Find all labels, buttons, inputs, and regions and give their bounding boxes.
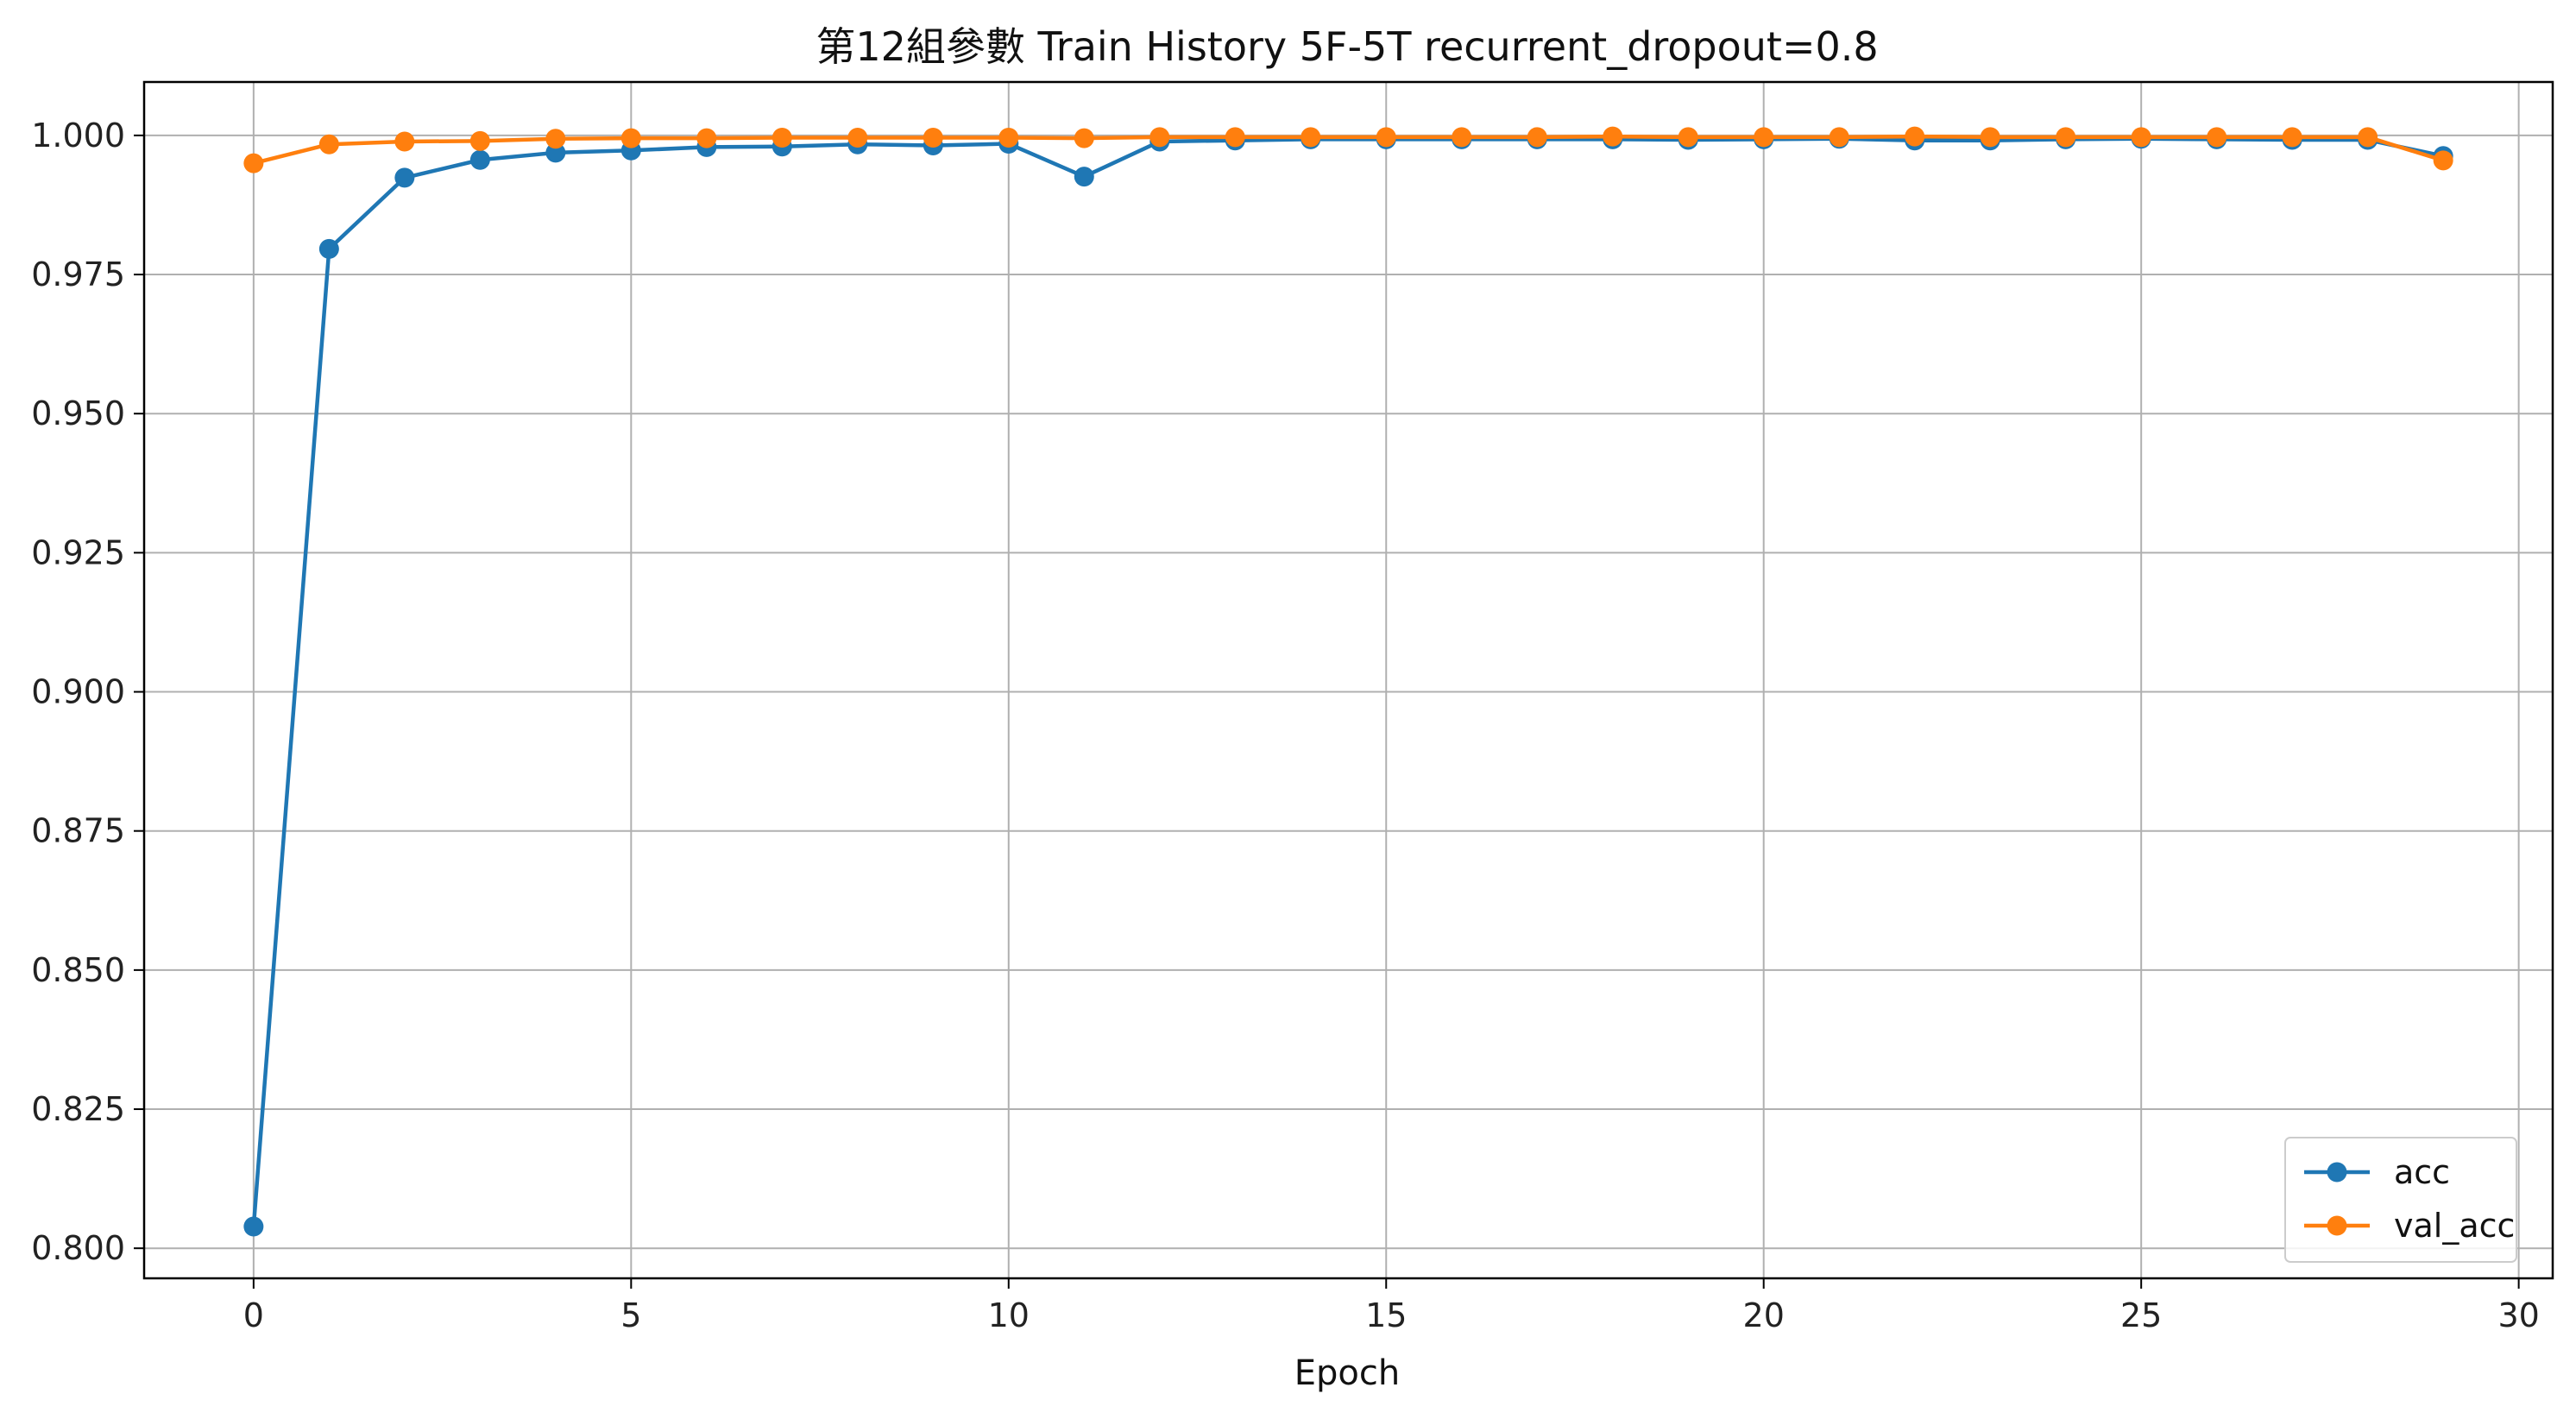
data-point-val_acc xyxy=(2131,127,2151,148)
data-point-val_acc xyxy=(2433,150,2453,171)
data-point-val_acc xyxy=(923,127,943,148)
data-point-val_acc xyxy=(1754,127,1774,148)
y-tick-label: 0.825 xyxy=(31,1090,125,1128)
y-tick-label: 0.850 xyxy=(31,951,125,989)
data-point-val_acc xyxy=(772,127,792,148)
data-point-val_acc xyxy=(1376,127,1396,148)
x-tick-label: 5 xyxy=(620,1296,641,1334)
y-tick-label: 1.000 xyxy=(31,117,125,155)
data-point-val_acc xyxy=(243,153,264,173)
data-point-val_acc xyxy=(1301,127,1321,148)
data-point-val_acc xyxy=(1829,127,1849,148)
legend-label-acc: acc xyxy=(2394,1153,2450,1191)
data-point-val_acc xyxy=(318,134,339,155)
chart-title: 第12組參數 Train History 5F-5T recurrent_dro… xyxy=(816,23,1878,70)
data-point-val_acc xyxy=(1980,127,2000,148)
data-point-val_acc xyxy=(2282,127,2302,148)
data-point-val_acc xyxy=(545,129,566,149)
data-point-val_acc xyxy=(1452,127,1472,148)
data-point-val_acc xyxy=(394,131,415,152)
x-axis-label: Epoch xyxy=(1294,1353,1400,1393)
data-point-val_acc xyxy=(1603,126,1623,147)
data-point-acc xyxy=(1074,167,1094,187)
data-point-val_acc xyxy=(2207,127,2227,148)
data-point-val_acc xyxy=(847,127,868,148)
data-point-acc xyxy=(243,1216,264,1237)
x-tick-label: 20 xyxy=(1743,1296,1785,1334)
series-line-val_acc xyxy=(253,134,2444,166)
x-tick-label: 0 xyxy=(243,1296,264,1334)
data-point-val_acc xyxy=(1905,126,1925,147)
y-tick-label: 0.800 xyxy=(31,1229,125,1267)
legend: acc val_acc xyxy=(2284,1137,2517,1263)
data-point-val_acc xyxy=(1225,127,1245,148)
x-axis-ticks: 0 5 10 15 20 25 30 xyxy=(243,1278,2540,1334)
data-point-val_acc xyxy=(2056,127,2076,148)
y-tick-label: 0.950 xyxy=(31,394,125,432)
data-point-val_acc xyxy=(696,128,717,148)
x-tick-label: 30 xyxy=(2497,1296,2539,1334)
data-point-acc xyxy=(394,167,415,188)
plot-frame xyxy=(142,80,2554,1280)
y-tick-label: 0.925 xyxy=(31,533,125,571)
data-point-val_acc xyxy=(469,130,490,151)
y-tick-label: 0.900 xyxy=(31,673,125,711)
y-axis-ticks: 0.800 0.825 0.850 0.875 0.900 0.925 0.950 0.975… xyxy=(31,117,144,1267)
data-point-val_acc xyxy=(1074,128,1094,148)
x-tick-label: 10 xyxy=(988,1296,1030,1334)
x-tick-label: 25 xyxy=(2120,1296,2162,1334)
legend-marker-val_acc xyxy=(2327,1215,2347,1236)
legend-marker-acc xyxy=(2327,1162,2347,1182)
series-line-acc xyxy=(251,136,2444,1227)
data-point-val_acc xyxy=(1149,127,1170,148)
legend-label-val_acc: val_acc xyxy=(2394,1207,2515,1245)
y-tick-label: 0.975 xyxy=(31,255,125,293)
data-point-acc xyxy=(318,238,339,259)
data-point-val_acc xyxy=(620,128,641,148)
data-point-acc xyxy=(545,142,566,163)
data-point-val_acc xyxy=(998,127,1019,148)
data-point-acc xyxy=(469,149,490,170)
series-plot-area xyxy=(243,126,2453,1237)
grid xyxy=(144,82,2553,1278)
y-tick-label: 0.875 xyxy=(31,812,125,850)
series-val_acc xyxy=(243,126,2453,173)
data-point-val_acc xyxy=(1527,127,1547,148)
data-point-val_acc xyxy=(1678,127,1698,148)
x-tick-label: 15 xyxy=(1365,1296,1407,1334)
data-point-val_acc xyxy=(2358,127,2378,148)
